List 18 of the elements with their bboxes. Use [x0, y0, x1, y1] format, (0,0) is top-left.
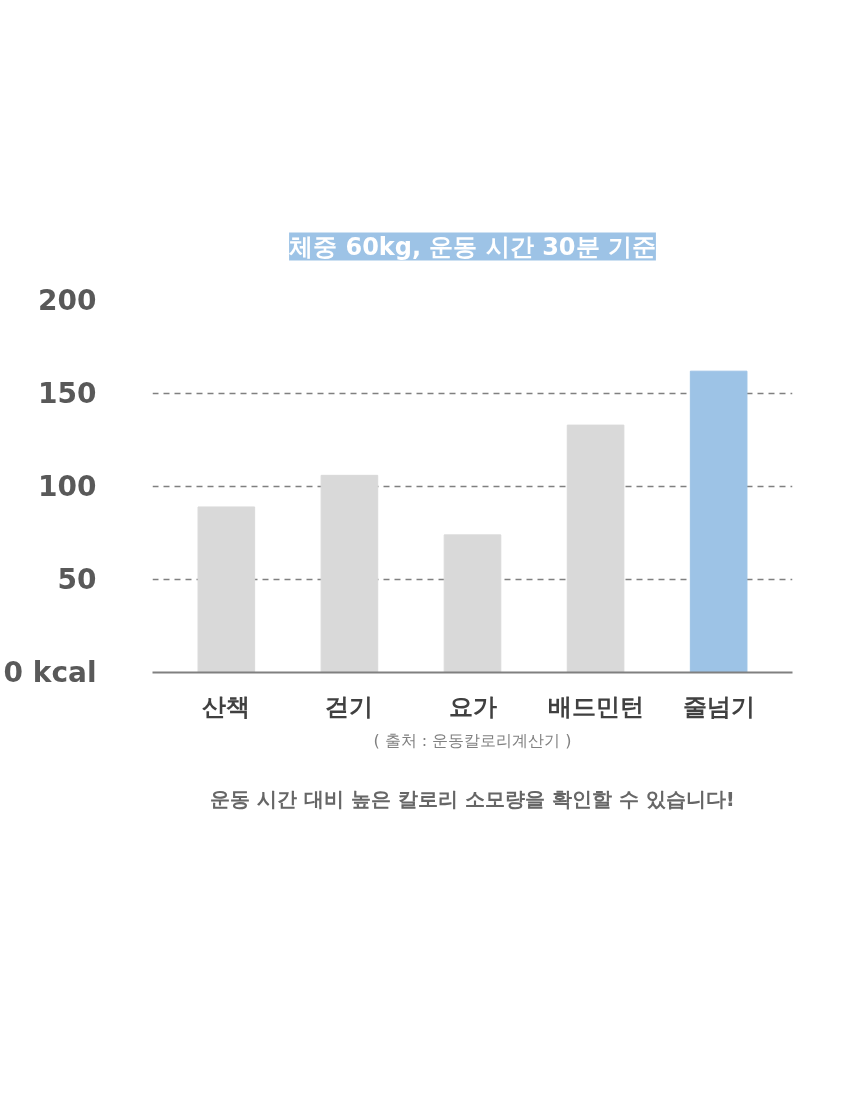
text: 운동 시간 대비 높은 칼로리 소모량을 확인할 수 있습니다! [210, 786, 735, 811]
y-tick-label: 150 [38, 377, 97, 410]
x-tick-label: 줄넘기 [682, 692, 755, 721]
x-tick-label: 요가 [448, 692, 497, 721]
y-tick-label: 100 [38, 470, 97, 503]
bar [320, 474, 379, 673]
x-tick-label: 걷기 [325, 692, 374, 721]
bar [689, 370, 748, 673]
bar [197, 506, 256, 673]
y-tick-label: 0 kcal [3, 656, 97, 689]
bar [566, 424, 625, 673]
text: ( 출처 : 운동칼로리계산기 ) [373, 730, 572, 750]
bar [443, 534, 502, 673]
y-tick-label: 50 [57, 563, 97, 596]
y-tick-label: 200 [38, 284, 97, 317]
x-tick-label: 산책 [202, 692, 251, 721]
chart-title: 체중 60kg, 운동 시간 30분 기준 [289, 232, 656, 261]
x-tick-label: 배드민턴 [547, 692, 644, 721]
